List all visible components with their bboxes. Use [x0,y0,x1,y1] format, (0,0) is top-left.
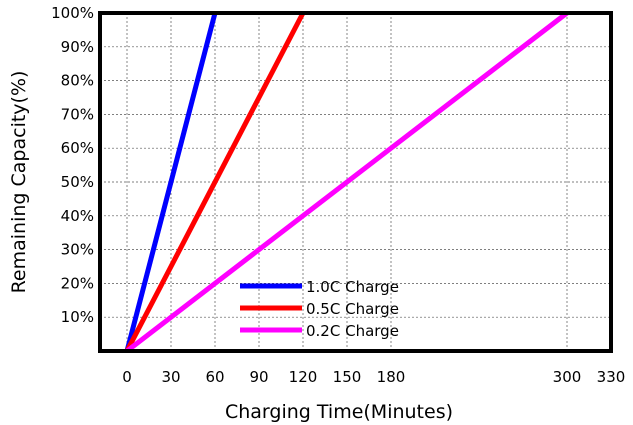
x-tick-label: 30 [161,368,180,386]
y-tick-label: 80% [61,72,94,90]
x-axis-title: Charging Time(Minutes) [225,401,453,423]
x-tick-label: 330 [597,368,626,386]
legend-label: 0.5C Charge [306,300,399,318]
y-tick-label: 70% [61,105,94,123]
legend-label: 1.0C Charge [306,278,399,296]
y-axis-title: Remaining Capacity(%) [8,71,30,294]
y-tick-label: 60% [61,139,94,157]
x-tick-labels: 0 30 60 90 120 150 180 300 330 [122,368,625,386]
y-tick-label: 20% [61,274,94,292]
x-tick-label: 60 [205,368,224,386]
x-tick-label: 0 [122,368,132,386]
series-line [124,11,306,353]
series-line [124,12,218,352]
x-tick-label: 300 [553,368,582,386]
x-tick-label: 150 [333,368,362,386]
x-tick-label: 180 [377,368,406,386]
x-tick-label: 90 [249,368,268,386]
x-tick-label: 120 [289,368,318,386]
series-lines [124,11,569,353]
y-tick-labels: 10% 20% 30% 40% 50% 60% 70% 80% 90% 100% [51,4,94,326]
y-tick-label: 90% [61,38,94,56]
y-tick-label: 30% [61,241,94,259]
y-tick-label: 10% [61,308,94,326]
series-line [125,11,569,353]
legend-label: 0.2C Charge [306,322,399,340]
y-tick-label: 40% [61,207,94,225]
plot-frame [98,11,613,353]
legend: 1.0C Charge 0.5C Charge 0.2C Charge [240,278,399,340]
y-tick-label: 100% [51,4,94,22]
y-tick-label: 50% [61,173,94,191]
